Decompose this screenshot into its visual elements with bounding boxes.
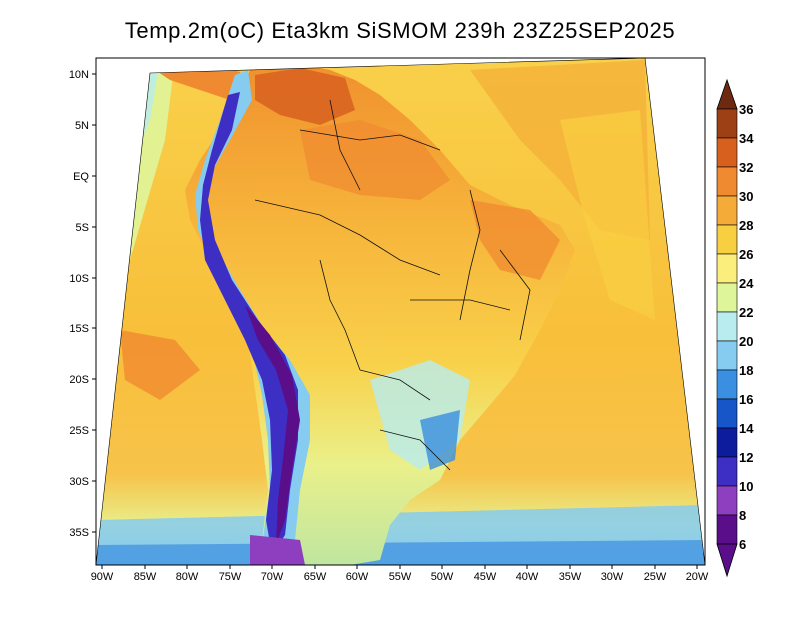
colorbar-label: 12 (739, 450, 753, 465)
colorbar-bottom-arrow (716, 543, 738, 578)
north-hot-region (255, 68, 355, 125)
colorbar-segment (716, 253, 738, 284)
lat-label: 35S (69, 527, 89, 539)
colorbar-segment (716, 456, 738, 487)
lon-label: 70W (261, 571, 284, 583)
lat-label: 15S (69, 323, 89, 335)
country-borders (254, 99, 531, 471)
colorbar-label: 18 (739, 363, 753, 378)
lon-label: 45W (474, 571, 497, 583)
latitude-axis: 10N 5N EQ 5S 10S 15S 20S 25S 30S 35S (69, 69, 96, 539)
colorbar-segment (716, 311, 738, 342)
northeast-warm-region (470, 200, 560, 280)
lon-label: 80W (176, 571, 199, 583)
longitude-axis: 90W 85W 80W 75W 70W 65W 60W 55W 50W 45W … (91, 565, 709, 583)
colorbar-segment (716, 485, 738, 516)
colorbar-label: 8 (739, 508, 746, 523)
atlantic-mid-zone (560, 110, 655, 320)
lat-label: 30S (69, 476, 89, 488)
colorbar-label: 20 (739, 334, 753, 349)
colorbar-segment (716, 282, 738, 313)
lon-label: 75W (219, 571, 242, 583)
lon-label: 65W (304, 571, 327, 583)
andes-cold-core (200, 92, 298, 555)
colorbar-segment (716, 340, 738, 371)
colorbar-label: 24 (739, 276, 754, 291)
lat-label: 10S (69, 273, 89, 285)
colorbar-segment (716, 427, 738, 458)
colorbar-label: 28 (739, 218, 753, 233)
lon-label: 85W (134, 571, 157, 583)
colorbar-label: 22 (739, 305, 753, 320)
lon-label: 55W (389, 571, 412, 583)
lon-label: 20W (686, 571, 709, 583)
colorbar-label: 6 (739, 537, 746, 552)
colorbar-label: 10 (739, 479, 753, 494)
colorbar-segment (716, 224, 738, 255)
map-domain (96, 58, 705, 565)
lon-label: 90W (91, 571, 114, 583)
colorbar-label: 30 (739, 189, 753, 204)
lon-label: 60W (346, 571, 369, 583)
colorbar-top-arrow (716, 78, 738, 110)
lon-label: 30W (601, 571, 624, 583)
map-title: Temp.2m(oC) Eta3km SiSMOM 239h 23Z25SEP2… (124, 18, 676, 43)
serra-cold-patch (420, 410, 460, 470)
colorbar-segment (716, 166, 738, 197)
lat-label: 10N (69, 69, 89, 81)
colorbar-segment (716, 398, 738, 429)
lon-label: 40W (516, 571, 539, 583)
colorbar-labels: 36 34 32 30 28 26 24 22 20 18 16 14 12 1… (739, 102, 754, 552)
lat-label: 25S (69, 425, 89, 437)
colorbar-segment (716, 369, 738, 400)
lon-label: 50W (431, 571, 454, 583)
colorbar-segments (716, 108, 738, 545)
colorbar: 36 34 32 30 28 26 24 22 20 18 16 14 12 1… (716, 78, 754, 578)
colorbar-label: 32 (739, 160, 753, 175)
lon-label: 35W (559, 571, 582, 583)
lat-label: EQ (73, 171, 89, 183)
pacific-warm-patch (120, 330, 200, 400)
lon-label: 25W (644, 571, 667, 583)
andes-coldest-core (245, 305, 300, 545)
colorbar-segment (716, 195, 738, 226)
colorbar-label: 34 (739, 131, 754, 146)
colorbar-segment (716, 514, 738, 545)
colorbar-label: 14 (739, 421, 754, 436)
southern-cold-band (96, 540, 705, 565)
colorbar-label: 16 (739, 392, 753, 407)
lat-label: 5S (76, 222, 89, 234)
lat-label: 20S (69, 374, 89, 386)
colorbar-label: 26 (739, 247, 753, 262)
colorbar-label: 36 (739, 102, 753, 117)
colorbar-segment (716, 137, 738, 168)
lat-label: 5N (75, 120, 89, 132)
colorbar-segment (716, 108, 738, 139)
patagonia-cold-patch (250, 535, 305, 565)
